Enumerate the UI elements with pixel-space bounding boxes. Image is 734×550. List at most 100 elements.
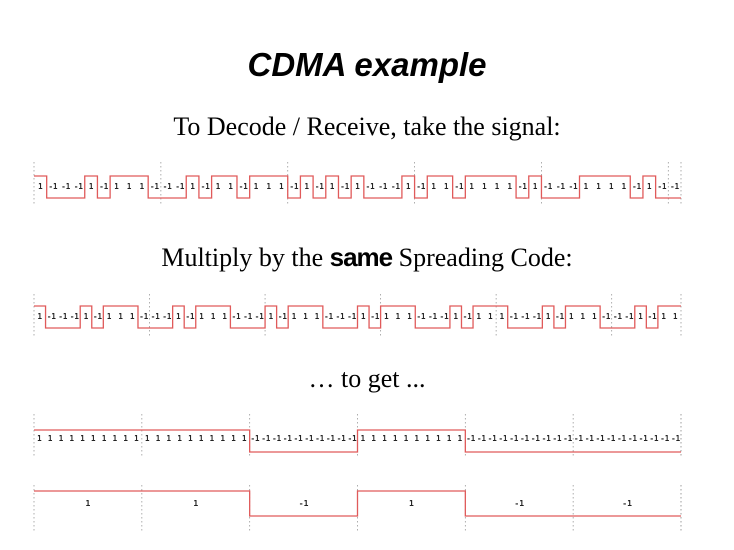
chip-value: 1 [661, 312, 666, 321]
chip-value: 1 [210, 434, 215, 443]
chip-value: 1 [216, 182, 221, 191]
chip-value: -1 [61, 182, 71, 191]
chip-value: -1 [255, 312, 265, 321]
chip-value: -1 [416, 182, 426, 191]
chip-value: -1 [624, 312, 634, 321]
chip-value: -1 [648, 312, 658, 321]
chip-value: 1 [436, 434, 441, 443]
chip-value: -1 [162, 312, 172, 321]
chip-value: 1 [569, 312, 574, 321]
chip-value: 1 [118, 312, 123, 321]
chip-value: 1 [488, 312, 493, 321]
chip-value: -1 [628, 434, 638, 443]
chip-value: -1 [185, 312, 195, 321]
chip-value: -1 [552, 434, 562, 443]
chip-value: 1 [361, 312, 366, 321]
chip-value: 1 [396, 312, 401, 321]
chip-value: -1 [569, 182, 579, 191]
chip-value: 1 [102, 434, 107, 443]
chip-value: -1 [347, 312, 357, 321]
chip-value: -1 [139, 312, 149, 321]
chip-value: 1 [176, 312, 181, 321]
chip-value: -1 [606, 434, 616, 443]
chip-value: -1 [454, 182, 464, 191]
chip-value: 1 [167, 434, 172, 443]
chip-value: 1 [107, 312, 112, 321]
chip-value: 1 [127, 182, 132, 191]
chip-value: 1 [220, 434, 225, 443]
chip-value: 1 [477, 312, 482, 321]
chip-value: 1 [622, 182, 627, 191]
chip-value: 1 [315, 312, 320, 321]
chip-value: -1 [440, 312, 450, 321]
chip-value: -1 [175, 182, 185, 191]
waveform-line [34, 305, 681, 329]
chip-value: -1 [47, 312, 57, 321]
chip-value: 1 [382, 434, 387, 443]
chip-value: 1 [581, 312, 586, 321]
chip-value: -1 [294, 434, 304, 443]
chip-value: 1 [409, 499, 414, 508]
chip-value: -1 [391, 182, 401, 191]
chip-value: -1 [261, 434, 271, 443]
chip-value: 1 [330, 182, 335, 191]
chip-value: 1 [254, 182, 259, 191]
chip-value: 1 [89, 182, 94, 191]
chip-value: 1 [596, 182, 601, 191]
chip-value: 1 [242, 434, 247, 443]
chip-value: 1 [269, 312, 274, 321]
chip-value: 1 [86, 499, 91, 508]
chip-value: -1 [660, 434, 670, 443]
chip-value: -1 [348, 434, 358, 443]
chip-value: -1 [488, 434, 498, 443]
chip-value: 1 [447, 434, 452, 443]
chip-value: -1 [657, 182, 667, 191]
chip-value: -1 [428, 312, 438, 321]
chip-value: -1 [58, 312, 68, 321]
received-signal-waveform: 1 -1 -1 -1 1 -1 1 1 1 -1 -1 -1 1 -1 1 1 -1 1 1 1 -1 1 -1 1 -1 1 -1… [33, 162, 682, 206]
chip-value: 1 [638, 312, 643, 321]
chip-value: 1 [592, 312, 597, 321]
chip-value: 1 [114, 182, 119, 191]
chip-value: -1 [304, 434, 314, 443]
chip-value: -1 [596, 434, 606, 443]
chip-value: 1 [134, 434, 139, 443]
chip-value: -1 [283, 434, 293, 443]
chip-value: 1 [211, 312, 216, 321]
chip-value: 1 [458, 434, 463, 443]
chip-value: 1 [361, 434, 366, 443]
chip-value: 1 [231, 434, 236, 443]
multiply-caption-suffix: Spreading Code: [392, 243, 573, 272]
waveform-line [34, 429, 681, 453]
chip-value: -1 [93, 312, 103, 321]
chip-value: 1 [156, 434, 161, 443]
chip-value: 1 [404, 434, 409, 443]
chip-value: -1 [563, 434, 573, 443]
chip-value: 1 [415, 434, 420, 443]
chip-value: -1 [201, 182, 211, 191]
chip-value: 1 [406, 182, 411, 191]
chip-value: 1 [584, 182, 589, 191]
chip-value: 1 [80, 434, 85, 443]
chip-value: 1 [91, 434, 96, 443]
chip-value: -1 [151, 312, 161, 321]
chip-value: 1 [303, 312, 308, 321]
chip-value: 1 [38, 312, 43, 321]
chip-value: -1 [518, 182, 528, 191]
chip-value: -1 [150, 182, 160, 191]
chip-value: -1 [466, 434, 476, 443]
chip-value: -1 [49, 182, 59, 191]
chip-value: 1 [228, 182, 233, 191]
chip-value: 1 [177, 434, 182, 443]
chip-value: 1 [123, 434, 128, 443]
chip-value: 1 [37, 434, 42, 443]
chip-value: -1 [324, 312, 334, 321]
chip-value: -1 [315, 434, 325, 443]
spreading-code-waveform: 1 -1 -1 -1 1 -1 1 1 1 -1 -1 -1 1 -1 1 1 1 -1 -1 -1 1 -1 1 1 1 -1-… [33, 294, 682, 338]
chip-value: -1 [378, 182, 388, 191]
chip-value: -1 [417, 312, 427, 321]
chip-value: 1 [482, 182, 487, 191]
chip-value: 1 [546, 312, 551, 321]
chip-value: -1 [555, 312, 565, 321]
chip-value: 1 [371, 434, 376, 443]
